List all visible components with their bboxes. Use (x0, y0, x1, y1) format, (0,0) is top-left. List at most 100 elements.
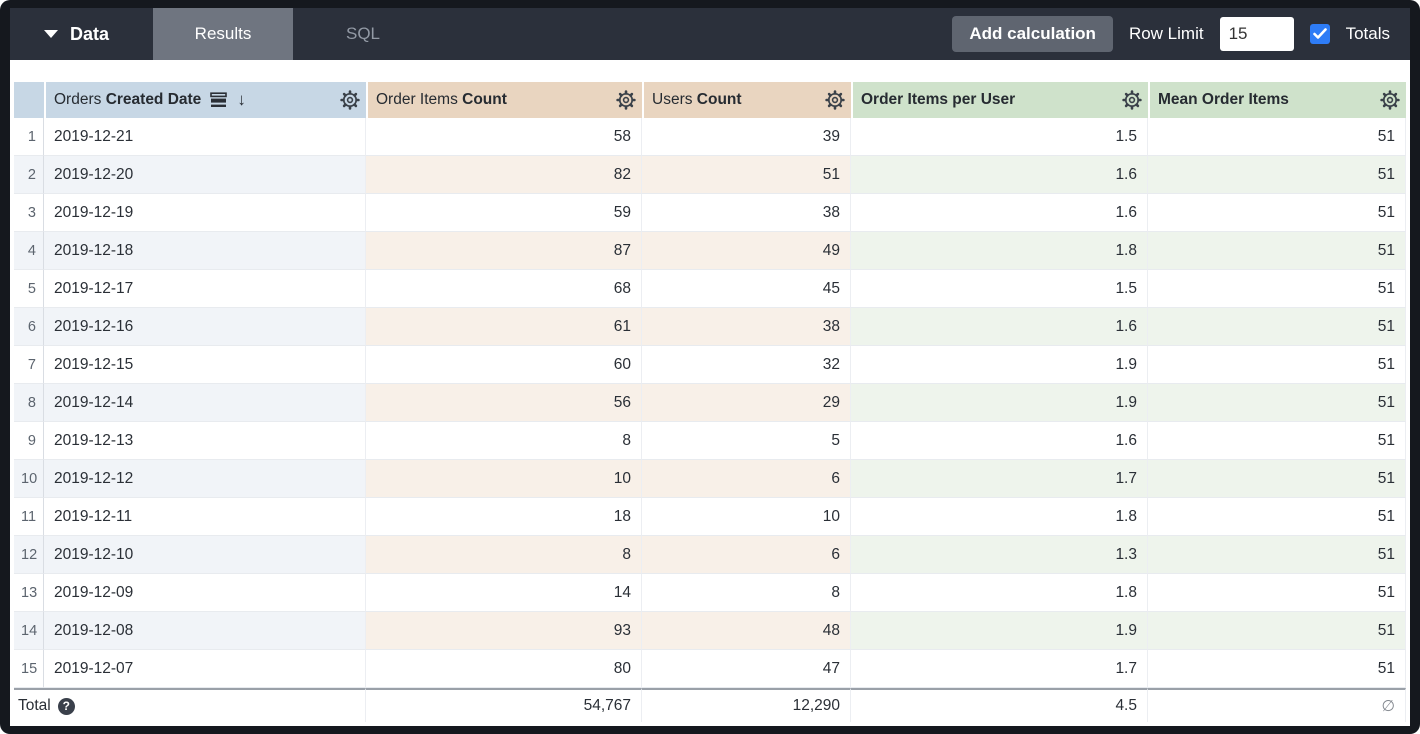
cell-orders-created-date[interactable]: 2019-12-18 (44, 232, 366, 270)
cell-order-items-per-user[interactable]: 1.9 (851, 346, 1148, 384)
cell-order-items-per-user[interactable]: 1.8 (851, 574, 1148, 612)
cell-order-items-per-user[interactable]: 1.7 (851, 650, 1148, 688)
row-number: 3 (14, 194, 44, 232)
row-number: 2 (14, 156, 44, 194)
cell-order-items-count[interactable]: 14 (366, 574, 642, 612)
tab-results[interactable]: Results (153, 8, 294, 60)
cell-mean-order-items[interactable]: 51 (1148, 422, 1406, 460)
total-order-items-per-user[interactable]: 4.5 (851, 688, 1148, 722)
cell-mean-order-items[interactable]: 51 (1148, 308, 1406, 346)
cell-mean-order-items[interactable]: 51 (1148, 346, 1406, 384)
cell-mean-order-items[interactable]: 51 (1148, 194, 1406, 232)
cell-mean-order-items[interactable]: 51 (1148, 156, 1406, 194)
row-limit-input[interactable] (1219, 17, 1294, 51)
cell-mean-order-items[interactable]: 51 (1148, 650, 1406, 688)
cell-orders-created-date[interactable]: 2019-12-15 (44, 346, 366, 384)
cell-orders-created-date[interactable]: 2019-12-19 (44, 194, 366, 232)
cell-order-items-per-user[interactable]: 1.3 (851, 536, 1148, 574)
cell-order-items-per-user[interactable]: 1.6 (851, 422, 1148, 460)
cell-order-items-per-user[interactable]: 1.7 (851, 460, 1148, 498)
column-header-order-items-per-user[interactable]: Order Items per User (851, 82, 1148, 118)
header-row: Orders Created Date ↓ (14, 82, 1406, 118)
cell-users-count[interactable]: 49 (642, 232, 851, 270)
gear-icon[interactable] (825, 90, 845, 110)
gear-icon[interactable] (1122, 90, 1142, 110)
cell-users-count[interactable]: 45 (642, 270, 851, 308)
cell-mean-order-items[interactable]: 51 (1148, 270, 1406, 308)
cell-order-items-count[interactable]: 68 (366, 270, 642, 308)
sort-descending-icon[interactable]: ↓ (237, 90, 246, 109)
cell-orders-created-date[interactable]: 2019-12-11 (44, 498, 366, 536)
checkmark-icon (1312, 28, 1327, 39)
cell-order-items-count[interactable]: 80 (366, 650, 642, 688)
column-header-orders-created-date[interactable]: Orders Created Date ↓ (44, 82, 366, 118)
cell-users-count[interactable]: 6 (642, 536, 851, 574)
gear-icon[interactable] (1380, 90, 1400, 110)
cell-mean-order-items[interactable]: 51 (1148, 612, 1406, 650)
cell-users-count[interactable]: 29 (642, 384, 851, 422)
cell-orders-created-date[interactable]: 2019-12-10 (44, 536, 366, 574)
column-header-order-items-count[interactable]: Order Items Count (366, 82, 642, 118)
tab-sql[interactable]: SQL (293, 8, 433, 60)
cell-mean-order-items[interactable]: 51 (1148, 574, 1406, 612)
cell-orders-created-date[interactable]: 2019-12-09 (44, 574, 366, 612)
gear-icon[interactable] (340, 90, 360, 110)
cell-orders-created-date[interactable]: 2019-12-14 (44, 384, 366, 422)
total-order-items-count[interactable]: 54,767 (366, 688, 642, 722)
cell-order-items-count[interactable]: 8 (366, 422, 642, 460)
cell-order-items-per-user[interactable]: 1.8 (851, 232, 1148, 270)
cell-users-count[interactable]: 38 (642, 194, 851, 232)
cell-users-count[interactable]: 51 (642, 156, 851, 194)
cell-users-count[interactable]: 38 (642, 308, 851, 346)
cell-users-count[interactable]: 10 (642, 498, 851, 536)
cell-orders-created-date[interactable]: 2019-12-08 (44, 612, 366, 650)
cell-orders-created-date[interactable]: 2019-12-12 (44, 460, 366, 498)
cell-order-items-per-user[interactable]: 1.9 (851, 384, 1148, 422)
cell-order-items-count[interactable]: 56 (366, 384, 642, 422)
cell-users-count[interactable]: 8 (642, 574, 851, 612)
cell-orders-created-date[interactable]: 2019-12-21 (44, 118, 366, 156)
cell-order-items-count[interactable]: 58 (366, 118, 642, 156)
cell-order-items-count[interactable]: 8 (366, 536, 642, 574)
cell-users-count[interactable]: 6 (642, 460, 851, 498)
cell-users-count[interactable]: 32 (642, 346, 851, 384)
add-calculation-button[interactable]: Add calculation (952, 16, 1113, 52)
total-users-count[interactable]: 12,290 (642, 688, 851, 722)
data-section-toggle[interactable]: Data (10, 8, 153, 60)
cell-mean-order-items[interactable]: 51 (1148, 460, 1406, 498)
cell-order-items-per-user[interactable]: 1.8 (851, 498, 1148, 536)
cell-order-items-count[interactable]: 61 (366, 308, 642, 346)
cell-mean-order-items[interactable]: 51 (1148, 384, 1406, 422)
cell-mean-order-items[interactable]: 51 (1148, 118, 1406, 156)
cell-order-items-per-user[interactable]: 1.6 (851, 156, 1148, 194)
column-header-users-count[interactable]: Users Count (642, 82, 851, 118)
cell-order-items-count[interactable]: 87 (366, 232, 642, 270)
cell-users-count[interactable]: 39 (642, 118, 851, 156)
cell-users-count[interactable]: 48 (642, 612, 851, 650)
cell-mean-order-items[interactable]: 51 (1148, 536, 1406, 574)
cell-orders-created-date[interactable]: 2019-12-07 (44, 650, 366, 688)
cell-order-items-count[interactable]: 82 (366, 156, 642, 194)
cell-order-items-per-user[interactable]: 1.5 (851, 270, 1148, 308)
cell-order-items-per-user[interactable]: 1.5 (851, 118, 1148, 156)
totals-checkbox[interactable] (1309, 24, 1330, 44)
column-header-mean-order-items[interactable]: Mean Order Items (1148, 82, 1406, 118)
help-icon[interactable]: ? (57, 697, 75, 715)
cell-orders-created-date[interactable]: 2019-12-20 (44, 156, 366, 194)
cell-order-items-per-user[interactable]: 1.9 (851, 612, 1148, 650)
cell-order-items-count[interactable]: 60 (366, 346, 642, 384)
cell-order-items-per-user[interactable]: 1.6 (851, 194, 1148, 232)
cell-mean-order-items[interactable]: 51 (1148, 232, 1406, 270)
cell-order-items-per-user[interactable]: 1.6 (851, 308, 1148, 346)
cell-users-count[interactable]: 47 (642, 650, 851, 688)
cell-order-items-count[interactable]: 10 (366, 460, 642, 498)
cell-users-count[interactable]: 5 (642, 422, 851, 460)
cell-orders-created-date[interactable]: 2019-12-13 (44, 422, 366, 460)
cell-orders-created-date[interactable]: 2019-12-17 (44, 270, 366, 308)
cell-order-items-count[interactable]: 18 (366, 498, 642, 536)
gear-icon[interactable] (616, 90, 636, 110)
cell-orders-created-date[interactable]: 2019-12-16 (44, 308, 366, 346)
cell-order-items-count[interactable]: 59 (366, 194, 642, 232)
cell-order-items-count[interactable]: 93 (366, 612, 642, 650)
cell-mean-order-items[interactable]: 51 (1148, 498, 1406, 536)
